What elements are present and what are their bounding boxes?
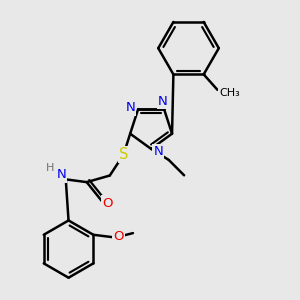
Text: S: S <box>119 147 128 162</box>
Text: N: N <box>158 95 168 108</box>
Text: O: O <box>113 230 124 244</box>
Text: N: N <box>153 145 163 158</box>
Text: CH₃: CH₃ <box>219 88 240 98</box>
Text: H: H <box>46 164 55 173</box>
Text: O: O <box>102 196 113 209</box>
Text: N: N <box>56 169 66 182</box>
Text: N: N <box>126 101 135 115</box>
